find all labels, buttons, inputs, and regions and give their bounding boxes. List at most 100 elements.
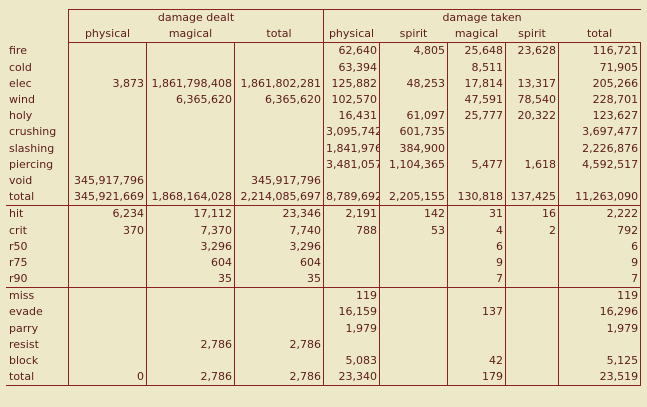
table-cell: [146, 42, 235, 60]
table-cell: [447, 124, 507, 141]
table-cell: [505, 238, 560, 255]
row-label: cold: [6, 59, 69, 76]
row-label: miss: [6, 287, 69, 305]
table-cell: 16,296: [558, 304, 642, 321]
table-cell: 5,477: [447, 156, 507, 173]
table-cell: [146, 287, 235, 305]
table-cell: [68, 124, 147, 141]
table-cell: [68, 304, 147, 321]
table-cell: [68, 254, 147, 271]
row-label: crushing: [6, 124, 69, 141]
table-cell: [68, 320, 147, 337]
table-cell: [505, 271, 560, 289]
table-cell: [234, 108, 325, 125]
table-cell: [558, 336, 642, 353]
table-cell: [379, 352, 449, 370]
table-cell: [505, 336, 560, 353]
table-cell: 119: [323, 287, 381, 305]
table-cell: 4,592,517: [558, 156, 642, 173]
table-cell: 1,861,802,281: [234, 75, 325, 92]
table-cell: [505, 352, 560, 370]
table-cell: [68, 156, 147, 173]
row-label: r90: [6, 271, 69, 289]
table-cell: [447, 336, 507, 353]
table-cell: 71,905: [558, 59, 642, 76]
table-cell: [234, 156, 325, 173]
table-cell: [146, 172, 235, 190]
table-cell: 604: [234, 254, 325, 271]
row-label: slashing: [6, 140, 69, 157]
table-cell: 3,296: [234, 238, 325, 255]
table-row: fire 62,640 4,805 25,648 23,628 116,721: [6, 42, 642, 60]
table-cell: 61,097: [379, 108, 449, 125]
table-cell: 384,900: [379, 140, 449, 157]
table-cell: 3,095,742: [323, 124, 381, 141]
table-cell: 25,777: [447, 108, 507, 125]
table-row: resist 2,786 2,786: [6, 336, 642, 353]
table-cell: 1,861,798,408: [146, 75, 235, 92]
table-cell: 370: [68, 222, 147, 239]
table-cell: 1,979: [323, 320, 381, 337]
table-cell: 123,627: [558, 108, 642, 125]
table-cell: [505, 254, 560, 271]
table-cell: 3,296: [146, 238, 235, 255]
row-label: void: [6, 172, 69, 190]
table-cell: [234, 320, 325, 337]
table-cell: 6,365,620: [234, 91, 325, 109]
table-cell: 137,425: [505, 189, 560, 207]
table-cell: 16,431: [323, 108, 381, 125]
table-cell: [505, 304, 560, 321]
table-cell: [234, 124, 325, 141]
table-cell: [146, 140, 235, 157]
table-cell: [379, 59, 449, 76]
table-cell: [505, 369, 560, 387]
row-label: evade: [6, 304, 69, 321]
header-group-row: damage dealt damage taken: [6, 9, 641, 27]
col-dealt-physical: physical: [68, 26, 147, 44]
table-row: miss 119 119: [6, 287, 642, 305]
table-cell: [234, 42, 325, 60]
table-cell: 2,786: [234, 336, 325, 353]
table-cell: 25,648: [447, 42, 507, 60]
table-cell: 53: [379, 222, 449, 239]
table-cell: [68, 238, 147, 255]
table-cell: 5,083: [323, 352, 381, 370]
table-cell: [447, 140, 507, 157]
table-cell: 345,917,796: [234, 172, 325, 190]
table-cell: [379, 172, 449, 190]
table-cell: [68, 59, 147, 76]
table-cell: [234, 287, 325, 305]
col-taken-spirit-2: spirit: [505, 26, 559, 44]
table-cell: 130,818: [447, 189, 507, 207]
table-row: void 345,917,796 345,917,796: [6, 172, 642, 190]
table-cell: [447, 320, 507, 337]
table-cell: [68, 352, 147, 370]
table-cell: [379, 287, 449, 305]
table-cell: [505, 140, 560, 157]
table-cell: 125,882: [323, 75, 381, 92]
table-cell: [323, 172, 381, 190]
table-cell: [146, 156, 235, 173]
table-cell: 6: [447, 238, 507, 255]
table-cell: 11,263,090: [558, 189, 642, 207]
table-cell: [68, 336, 147, 353]
table-row: piercing 3,481,057 1,104,365 5,477 1,618 4,59…: [6, 156, 642, 173]
table-cell: 2,786: [234, 369, 325, 387]
table-cell: [146, 320, 235, 337]
row-label: parry: [6, 320, 69, 337]
table-cell: [558, 172, 642, 190]
table-cell: [379, 304, 449, 321]
col-taken-magical: magical: [447, 26, 506, 44]
row-label: total: [6, 369, 69, 387]
table-cell: 1,979: [558, 320, 642, 337]
table-cell: 6,234: [68, 205, 147, 223]
table-cell: [447, 287, 507, 305]
table-cell: 792: [558, 222, 642, 239]
table-cell: 788: [323, 222, 381, 239]
table-cell: 17,112: [146, 205, 235, 223]
table-cell: 5,125: [558, 352, 642, 370]
table-cell: [234, 59, 325, 76]
table-cell: [379, 336, 449, 353]
table-cell: [68, 108, 147, 125]
